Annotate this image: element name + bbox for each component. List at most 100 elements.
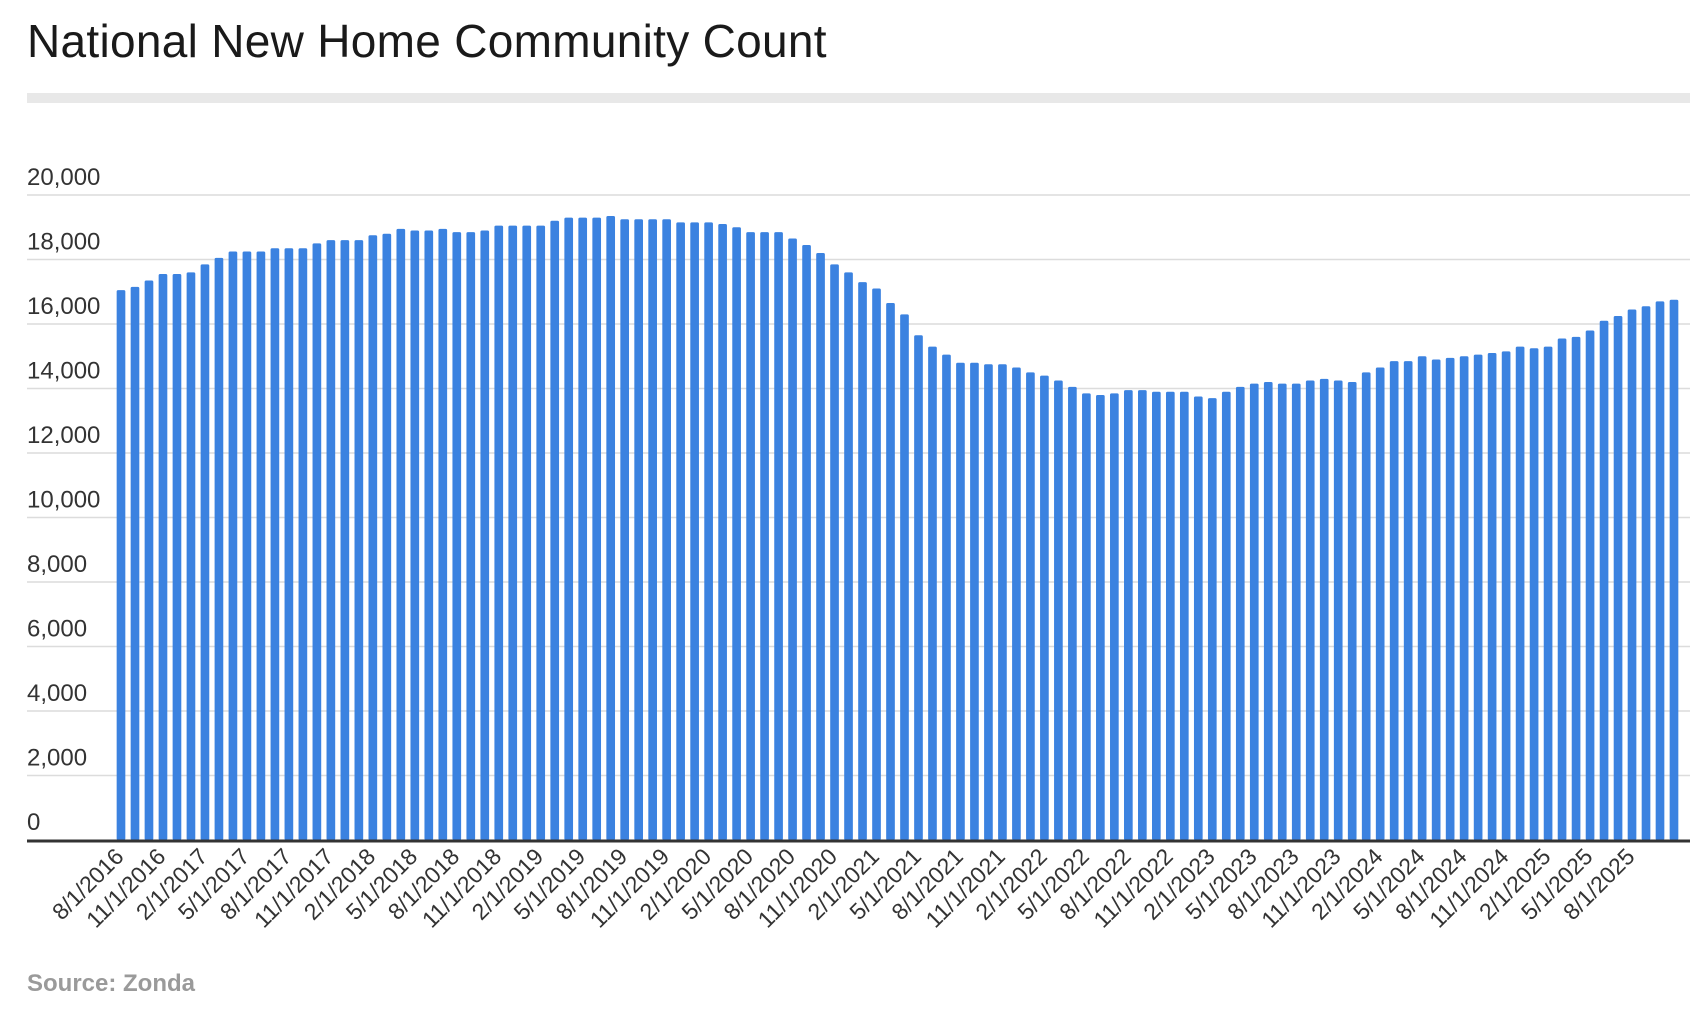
bar (200, 264, 210, 841)
bar (648, 219, 657, 840)
bar (144, 280, 154, 841)
bar (1389, 361, 1399, 840)
bar (172, 274, 182, 840)
bar (1054, 380, 1063, 840)
bar (802, 244, 811, 841)
bar (1599, 320, 1609, 840)
bar (1431, 359, 1441, 840)
bar (886, 303, 895, 840)
bar (298, 248, 308, 840)
bar (732, 227, 741, 840)
bar (1375, 367, 1385, 840)
bar (1669, 299, 1679, 840)
bar (998, 364, 1007, 840)
chart-title: National New Home Community Count (27, 15, 827, 67)
bar (830, 264, 839, 841)
bar (592, 217, 602, 840)
bar (1417, 356, 1427, 840)
bar (354, 240, 364, 840)
bar (1627, 309, 1637, 840)
bar (844, 272, 853, 840)
bar (1165, 391, 1175, 840)
bar (1193, 396, 1203, 840)
bar (1585, 330, 1595, 840)
bar (578, 217, 588, 840)
bar (1459, 356, 1469, 840)
y-tick-label: 14,000 (27, 358, 100, 385)
bar (1026, 372, 1035, 841)
bar (284, 248, 294, 840)
bar (1040, 375, 1049, 840)
y-tick-label: 2,000 (27, 745, 87, 772)
bar (1613, 315, 1623, 840)
bar (1096, 394, 1105, 840)
bar (928, 346, 937, 840)
bar (396, 228, 406, 841)
bar (1277, 383, 1287, 840)
bar (914, 335, 923, 840)
bar (494, 225, 504, 840)
bar (872, 288, 881, 840)
bar (438, 228, 448, 841)
y-tick-label: 6,000 (27, 616, 87, 643)
bar (956, 362, 965, 840)
bar (718, 224, 727, 840)
bar (942, 354, 951, 840)
bar (326, 240, 336, 840)
bar (424, 230, 434, 841)
bar (312, 243, 322, 841)
bar (550, 220, 560, 841)
bar (228, 251, 238, 840)
bar (858, 282, 867, 841)
bar (130, 286, 140, 840)
bar (1473, 354, 1483, 840)
bar (1641, 306, 1651, 840)
y-tick-label: 10,000 (27, 487, 100, 514)
bar (536, 225, 546, 840)
y-tick-label: 4,000 (27, 680, 87, 707)
y-tick-label: 12,000 (27, 422, 100, 449)
bar (452, 232, 462, 841)
bar (382, 233, 392, 840)
bar (1068, 386, 1077, 840)
bar (242, 251, 252, 840)
y-tick-label: 18,000 (27, 229, 100, 256)
y-tick-label: 8,000 (27, 551, 87, 578)
bar (1347, 382, 1357, 840)
bar (214, 257, 224, 840)
bar (480, 230, 490, 841)
bar (662, 219, 671, 840)
bar (1124, 390, 1133, 840)
bar (1529, 348, 1539, 840)
bar (1082, 393, 1091, 840)
bar (270, 248, 280, 840)
bar (466, 232, 476, 841)
bar (1179, 391, 1189, 840)
bar (1319, 378, 1329, 840)
y-tick-label: 0 (27, 809, 40, 836)
bar (1291, 383, 1301, 840)
bar (774, 232, 783, 841)
bar (368, 235, 378, 840)
bar (1249, 383, 1259, 840)
bar (186, 272, 196, 840)
bar (620, 219, 630, 840)
bar (1152, 391, 1161, 840)
bar (984, 364, 993, 840)
bar (1012, 367, 1021, 840)
bar (816, 253, 825, 841)
bar (970, 362, 979, 840)
bar (1655, 301, 1665, 840)
bar (1403, 361, 1413, 840)
bar (900, 314, 909, 841)
bar (1557, 338, 1567, 840)
bar (1445, 357, 1455, 840)
bar (746, 232, 755, 841)
bar (1515, 346, 1525, 840)
bar (704, 222, 713, 840)
bar (1207, 398, 1217, 840)
y-tick-label: 20,000 (27, 164, 100, 191)
bar (508, 225, 518, 840)
bar (1305, 380, 1315, 840)
